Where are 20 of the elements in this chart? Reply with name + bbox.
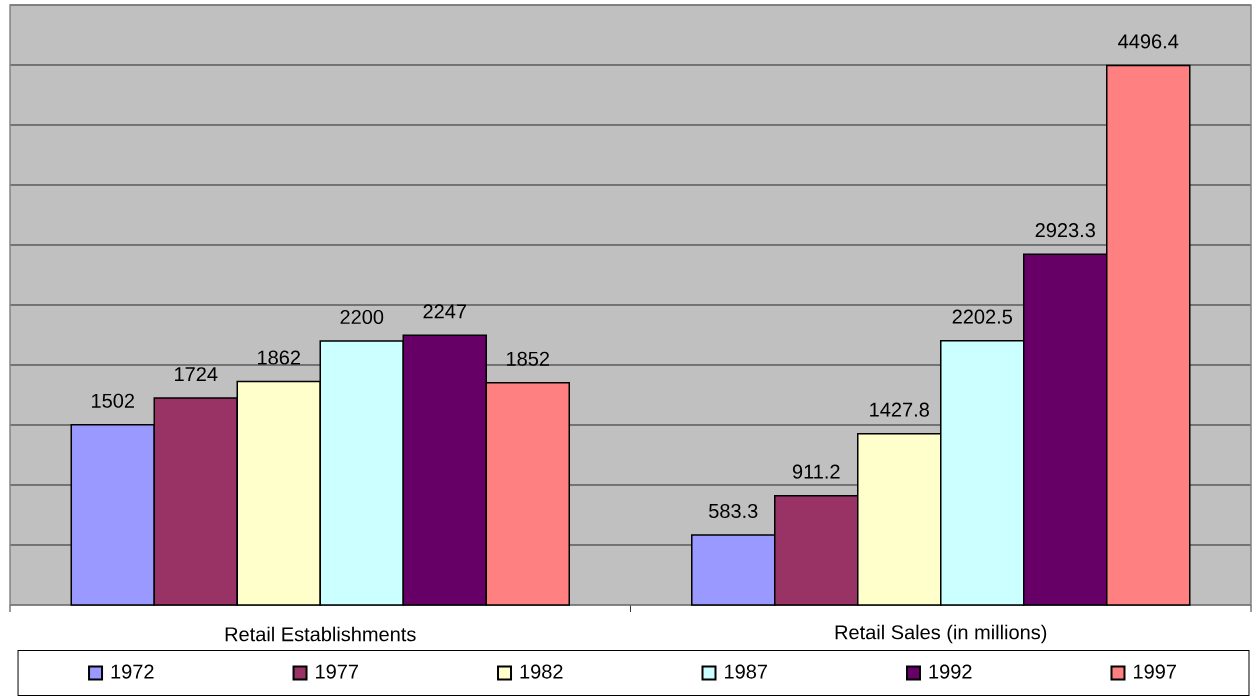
data-label: 2202.5: [952, 309, 1012, 324]
data-label: 2247: [423, 304, 466, 319]
data-label: 1502: [92, 393, 134, 408]
data-label: 4496.4: [1118, 34, 1179, 49]
data-label: 1862: [258, 350, 300, 365]
legend-label: 1977: [316, 664, 359, 679]
legend-label: 1982: [520, 664, 563, 679]
legend-label: 1992: [929, 664, 972, 679]
x-tick-label: Retail Establishments: [225, 626, 416, 642]
data-label: 911.2: [792, 464, 840, 479]
data-label: 2200: [340, 309, 384, 325]
legend-label: 1972: [111, 664, 154, 679]
legend-label: 1987: [725, 664, 767, 679]
data-label: 1427.8: [870, 402, 929, 417]
x-tick-label: Retail Sales (in millions): [835, 624, 1047, 644]
legend-label: 1997: [1134, 664, 1176, 679]
data-label: 1724: [175, 367, 218, 382]
data-label: 583.3: [709, 503, 758, 519]
data-label: 1852: [507, 351, 549, 366]
data-label: 2923.3: [1035, 223, 1095, 238]
